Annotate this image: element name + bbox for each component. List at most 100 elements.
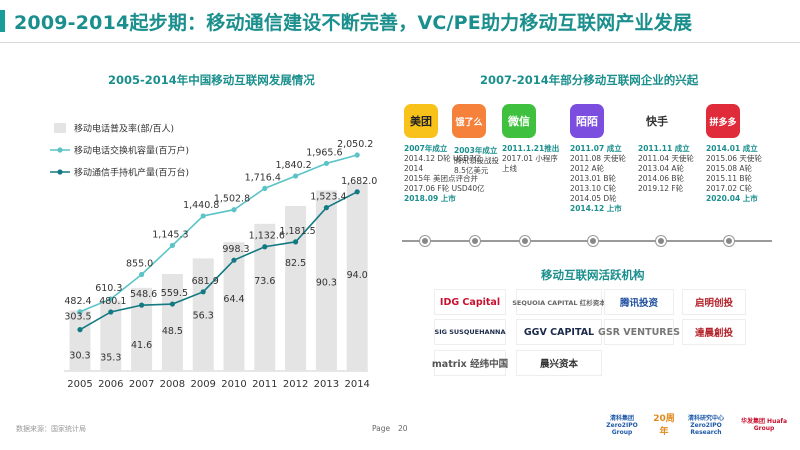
investor-logo-0: IDG Capital <box>434 289 506 315</box>
x-tick-2009: 2009 <box>190 379 215 390</box>
company-logo-2: 微信 <box>502 104 536 138</box>
timeline-dot-0 <box>420 236 430 246</box>
exchange-capacity-point-2013 <box>323 160 329 167</box>
company-ipo-3: 2014.12 上市 <box>570 204 622 213</box>
investor-logo-4: SIG SUSQUEHANNA <box>434 319 506 345</box>
exchange-label-2005: 482.4 <box>64 296 91 307</box>
investor-logo-7: 達晨創投 <box>682 319 746 345</box>
exchange-label-2007: 855.0 <box>126 259 153 270</box>
investor-logo-3: 启明创投 <box>682 289 746 315</box>
handset-label-2007: 548.6 <box>130 289 157 300</box>
handset-output-point-2006 <box>108 309 114 315</box>
investor-logo-2: 腾讯投资 <box>604 289 674 315</box>
company-detail-0: 2007年成立 2014.12 D轮 USD7亿 2014 2015年 美团点评合并 2… <box>404 144 485 204</box>
handset-output-point-2005 <box>77 327 83 333</box>
bar-label-2009: 56.3 <box>193 310 214 321</box>
footer-source: 数据来源：国家统计局 <box>16 425 86 433</box>
legend-marker-1 <box>57 147 63 153</box>
exchange-label-2006: 610.3 <box>95 283 122 294</box>
x-tick-2006: 2006 <box>98 379 123 390</box>
exchange-label-2008: 1,145.3 <box>152 229 188 240</box>
exchange-label-2013: 1,965.6 <box>306 147 342 158</box>
title-divider <box>0 42 800 43</box>
exchange-capacity-point-2010 <box>231 207 237 213</box>
x-tick-2014: 2014 <box>344 379 369 390</box>
company-round-5-0: 2015.06 天使轮 <box>706 154 762 163</box>
company-round-2-0: 2017.01 小程序 <box>502 154 558 163</box>
development-chart: 30.3 35.3 41.6 48.5 56.3 64.4 73.6 82.5 90.3 94.0… <box>50 123 377 390</box>
legend-label-0: 移动电话普及率(部/百人) <box>74 123 174 135</box>
exchange-capacity-point-2014 <box>354 152 360 158</box>
handset-output-point-2009 <box>200 289 206 295</box>
legend-label-1: 移动电话交换机容量(百万户) <box>74 145 189 157</box>
exchange-capacity-point-2011 <box>262 185 268 191</box>
company-round-4-3: 2019.12 F轮 <box>638 184 684 193</box>
handset-label-2011: 1,132.6 <box>249 231 285 242</box>
bar-2006 <box>100 300 122 371</box>
timeline-dot-1 <box>470 236 480 246</box>
company-round-4-2: 2014.06 B轮 <box>638 174 685 183</box>
investor-logo-1: SEQUOIA CAPITAL 红杉资本 <box>512 289 606 315</box>
timeline-line <box>402 240 772 242</box>
company-round-5-2: 2015.11 B轮 <box>706 174 753 183</box>
company-logo-1: 饿了么 <box>452 104 486 138</box>
company-round-5-3: 2017.02 C轮 <box>706 184 753 193</box>
timeline-dot-2 <box>520 236 530 246</box>
company-detail-4: 2011.11 成立 2011.04 天使轮 2013.04 A轮 2014.06 B… <box>638 144 694 194</box>
exchange-capacity-point-2012 <box>293 173 299 179</box>
exchange-label-2011: 1,716.4 <box>245 172 281 183</box>
bar-2012 <box>285 206 307 371</box>
handset-output-point-2014 <box>354 189 360 195</box>
companies-section-title: 2007-2014年部分移动互联网企业的兴起 <box>480 73 699 87</box>
company-round-3-3: 2013.10 C轮 <box>570 184 617 193</box>
company-round-0-2: 2015年 美团点评合并 <box>404 174 478 183</box>
legend-label-2: 移动通信手持机产量(百万台) <box>74 167 189 179</box>
handset-label-2012: 1,181.5 <box>279 226 315 237</box>
title-accent-bar <box>0 10 5 32</box>
x-tick-2007: 2007 <box>129 379 154 390</box>
bar-2010 <box>223 242 245 371</box>
bar-2008 <box>161 274 183 371</box>
x-tick-2012: 2012 <box>283 379 308 390</box>
timeline-dot-5 <box>724 236 734 246</box>
company-ipo-5: 2020.04 上市 <box>706 194 758 203</box>
title-bar: 2009-2014起步期：移动通信建设不断完善，VC/PE助力移动互联网产业发展 <box>0 0 800 40</box>
company-founded-4: 2011.11 成立 <box>638 144 690 153</box>
bar-label-2011: 73.6 <box>254 276 275 287</box>
exchange-capacity-point-2009 <box>200 213 206 219</box>
company-detail-5: 2014.01 成立 2015.06 天使轮 2015.08 A轮 2015.11 B… <box>706 144 762 204</box>
bar-2007 <box>131 287 153 371</box>
investor-logo-9: 晨兴资本 <box>516 350 602 376</box>
company-round-4-1: 2013.04 A轮 <box>638 164 685 173</box>
investor-logo-5: GGV CAPITAL <box>516 319 602 345</box>
bar-label-2012: 82.5 <box>285 258 306 269</box>
bar-2005 <box>69 310 91 371</box>
exchange-label-2009: 1,440.8 <box>183 200 219 211</box>
investor-logo-8: matrix 经纬中国 <box>432 350 508 376</box>
bar-label-2010: 64.4 <box>223 294 244 305</box>
handset-label-2010: 998.3 <box>222 244 249 255</box>
legend-swatch-0 <box>54 123 66 133</box>
company-round-0-3: 2017.06 F轮 USD40亿 <box>404 184 485 193</box>
company-detail-2: 2011.1.21推出 2017.01 小程序 上线 <box>502 144 559 174</box>
company-logo-3: 陌陌 <box>570 104 604 138</box>
handset-label-2005: 303.5 <box>64 312 91 323</box>
handset-output-point-2010 <box>231 257 237 263</box>
page-title: 2009-2014起步期：移动通信建设不断完善，VC/PE助力移动互联网产业发展 <box>14 12 693 34</box>
footer-page-label: Page <box>372 424 391 433</box>
company-round-3-0: 2011.08 天使轮 <box>570 154 626 163</box>
company-round-1-0: 腾讯領投战投 <box>454 156 499 165</box>
handset-output-point-2012 <box>293 239 299 245</box>
company-round-1-1: 8.5亿美元 <box>454 166 489 175</box>
exchange-capacity-point-2006 <box>108 296 114 302</box>
x-tick-2005: 2005 <box>67 379 92 390</box>
handset-output-point-2013 <box>323 205 329 211</box>
company-round-3-4: 2014.05 D轮 <box>570 194 617 203</box>
company-logo-0: 美团 <box>404 104 438 138</box>
handset-output-point-2007 <box>139 302 145 308</box>
handset-output-point-2008 <box>169 301 175 307</box>
timeline-dot-4 <box>656 236 666 246</box>
company-founded-2: 2011.1.21推出 <box>502 144 560 153</box>
handset-label-2006: 480.1 <box>99 296 126 307</box>
company-round-0-0: 2014.12 D轮 USD7亿 <box>404 154 482 163</box>
